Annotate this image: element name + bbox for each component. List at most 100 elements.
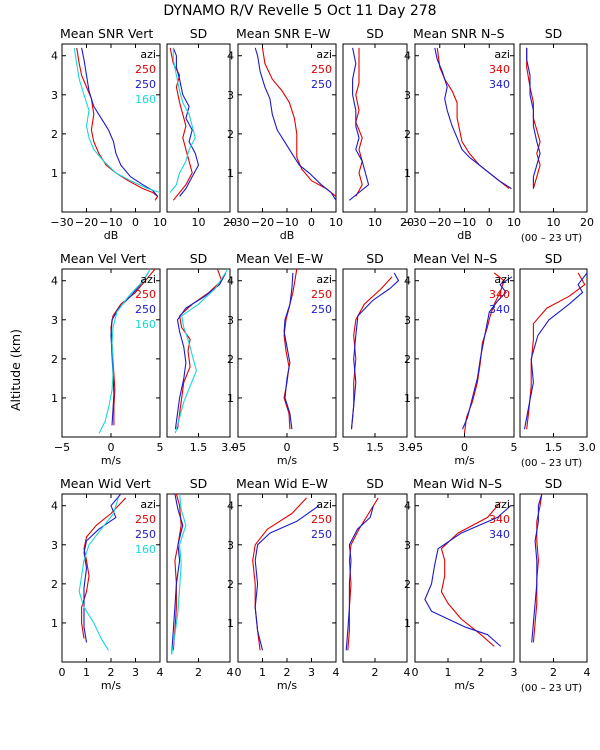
series-line-blue [172,47,200,197]
panel-wid-vert-sd: SD 2 4 [166,476,234,679]
panel-title: SD [366,476,384,491]
series-line-blue [345,505,374,651]
series-line-red [440,501,502,647]
y-tick-label: 1 [227,617,234,630]
y-tick-label: 2 [51,578,58,591]
x-tick-label: 0 [461,441,468,454]
y-tick-label: 3 [51,539,58,552]
series-line-blue [434,47,512,190]
series-line-red [532,493,543,643]
x-tick-label: 2 [550,666,557,679]
x-tick-label: −20 [428,216,451,229]
series-line-blue [350,272,400,430]
x-tick-label: 10 [329,216,343,229]
x-tick-label: 10 [153,216,167,229]
y-tick-label: 4 [227,275,234,288]
panel-snr-vert: Mean SNR Vert 1 2 3 4 −30 −20 −10 0 10 dB azi 250 250… [50,26,167,242]
series-line-blue [174,272,227,430]
series-line-blue [110,272,149,426]
legend-header: azi [140,48,156,61]
plot-frame [342,43,408,213]
x-tick-label: 0 [284,441,291,454]
series-line-blue [531,493,543,643]
figure-title: DYNAMO R/V Revelle 5 Oct 11 Day 278 [163,3,436,19]
y-tick-label: 2 [404,128,411,141]
series-line-red [172,493,182,651]
x-tick-label: 4 [227,666,234,679]
panel-title: Mean Wid Vert [60,476,151,491]
time-range-label: (00 – 23 UT) [521,233,582,244]
legend-entry: 250 [135,303,156,316]
panel-wid-ew-sd: SD 2 4 [342,476,411,679]
series-line-blue [461,276,513,430]
x-tick-label: −30 [50,216,73,229]
series-line-blue [83,493,122,643]
legend-entry: 250 [135,78,156,91]
legend-entry: 250 [135,528,156,541]
altitude-axis-label: Altitude (km) [8,329,23,411]
time-range-label: (00 – 23 UT) [521,458,582,469]
y-tick-label: 4 [227,50,234,63]
series-line-blue [254,505,320,651]
plot-frame [166,268,231,438]
legend-header: azi [140,273,156,286]
series-line-cyan [171,493,187,655]
y-tick-label: 3 [227,89,234,102]
y-tick-label: 2 [404,353,411,366]
y-tick-label: 4 [51,275,58,288]
panel-vel-ns: Mean Vel N–S 1 2 3 4 −5 0 5 m/s azi 340 340 [404,251,518,467]
y-tick-label: 1 [404,392,411,405]
panel-title: SD [545,476,563,491]
x-axis-label: m/s [277,454,297,467]
x-axis-label: m/s [277,679,297,692]
x-tick-label: 3 [511,666,518,679]
x-axis-label: m/s [101,454,121,467]
x-tick-label: 2 [372,666,379,679]
y-tick-label: 1 [51,167,58,180]
legend-entry: 250 [311,78,332,91]
y-tick-label: 3 [404,89,411,102]
series-line-red [350,276,393,430]
legend-entry: 250 [311,513,332,526]
x-tick-label: 1 [83,666,90,679]
panel-snr-ew: Mean SNR E–W 1 2 3 4 −30 −20 −10 0 10 dB azi 250 250 [226,26,343,242]
legend-entry: 340 [489,63,510,76]
legend-entry: 250 [135,63,156,76]
x-tick-label: 0 [308,216,315,229]
x-tick-label: 1 [445,666,452,679]
x-tick-label: −10 [453,216,476,229]
panel-title: Mean Vel N–S [413,251,497,266]
y-tick-label: 1 [51,617,58,630]
y-tick-label: 2 [227,128,234,141]
y-tick-label: 4 [404,500,411,513]
panel-snr-ew-sd: SD 10 20 [342,26,414,229]
y-tick-label: 1 [404,167,411,180]
x-tick-label: 20 [223,216,237,229]
panel-title: Mean SNR N–S [413,26,505,41]
series-line-cyan [73,47,161,194]
panel-title: SD [190,476,208,491]
x-tick-label: −30 [403,216,426,229]
plot-frame [519,268,588,438]
x-tick-label: 0 [412,666,419,679]
x-axis-label: dB [280,229,295,242]
panel-wid-vert: Mean Wid Vert 1 2 3 4 0 1 2 3 4 m/s azi 250 250 160 [51,476,164,692]
series-line-cyan [169,47,196,193]
x-axis-label: m/s [454,679,474,692]
x-tick-label: 4 [157,666,164,679]
series-line-blue [81,47,159,197]
x-tick-label: 3.0 [578,441,596,454]
legend-entry: 340 [489,303,510,316]
series-line-blue [283,272,294,430]
x-tick-label: 1 [259,666,266,679]
panel-title: SD [366,251,384,266]
time-range-label: (00 – 23 UT) [521,683,582,694]
series-line-blue [523,272,588,430]
x-tick-label: 5 [157,441,164,454]
legend-header: azi [316,498,332,511]
plot-frame [342,493,408,663]
y-tick-label: 2 [51,128,58,141]
